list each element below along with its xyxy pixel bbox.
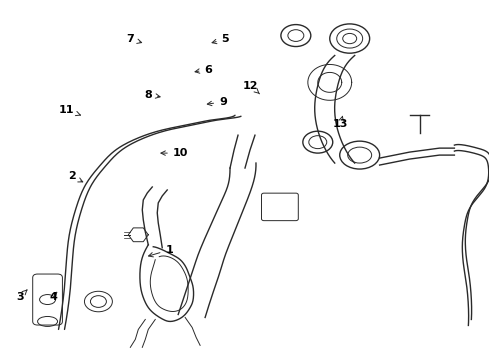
Text: 4: 4 [49,292,57,302]
Text: 12: 12 [243,81,260,94]
Text: 1: 1 [148,245,173,257]
Text: 8: 8 [145,90,160,100]
Text: 7: 7 [126,34,142,44]
Text: 3: 3 [17,290,27,302]
Text: 11: 11 [59,105,80,116]
Text: 13: 13 [333,116,348,129]
Text: 2: 2 [68,171,83,182]
Text: 6: 6 [195,64,212,75]
Text: 10: 10 [161,148,188,158]
Text: 5: 5 [212,34,229,44]
Text: 9: 9 [207,97,227,107]
